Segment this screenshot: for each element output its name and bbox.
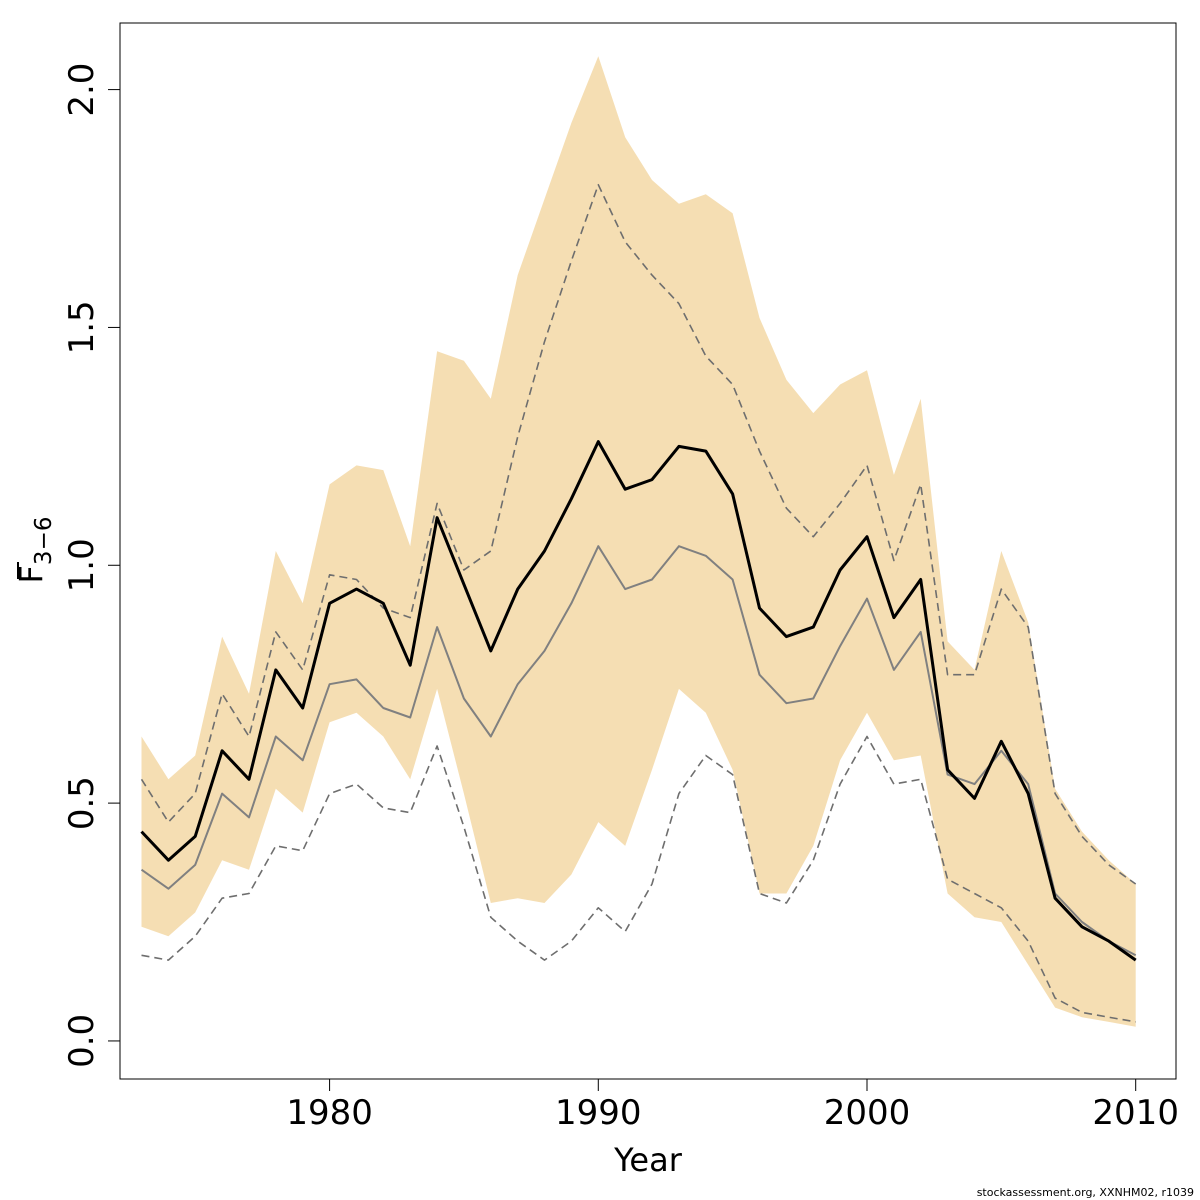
svg-text:F3−6: F3−6 <box>12 517 57 584</box>
x-tick-label: 2010 <box>1092 1093 1179 1133</box>
x-tick-label: 2000 <box>824 1093 911 1133</box>
x-tick-label: 1980 <box>286 1093 373 1133</box>
plot-layer <box>140 56 1137 1027</box>
main-line <box>140 440 1137 962</box>
plot-frame <box>119 22 1177 1080</box>
y-tick-label: 2.0 <box>62 63 102 117</box>
confidence-band <box>141 56 1136 1027</box>
dashed-lower-line <box>141 735 1136 1023</box>
x-axis-title: Year <box>613 1141 683 1179</box>
y-tick-label: 0.5 <box>62 776 102 830</box>
dashed-upper-line <box>140 183 1137 885</box>
x-tick-label: 1990 <box>555 1093 642 1133</box>
axes-layer: 1980 1990 2000 2010 0.0 0.5 1.0 1.5 2.0 <box>62 63 1179 1133</box>
y-tick-label: 1.5 <box>62 300 102 354</box>
y-axis-title-subscript: 3−6 <box>31 517 57 566</box>
y-axis-title: F3−6 <box>12 517 57 584</box>
secondary-line <box>140 545 1137 957</box>
credit-text: stockassessment.org, XXNHM02, r1039 <box>977 1186 1194 1199</box>
y-tick-label: 0.0 <box>62 1014 102 1068</box>
y-tick-label: 1.0 <box>62 538 102 592</box>
y-axis-title-main: F <box>12 565 50 583</box>
